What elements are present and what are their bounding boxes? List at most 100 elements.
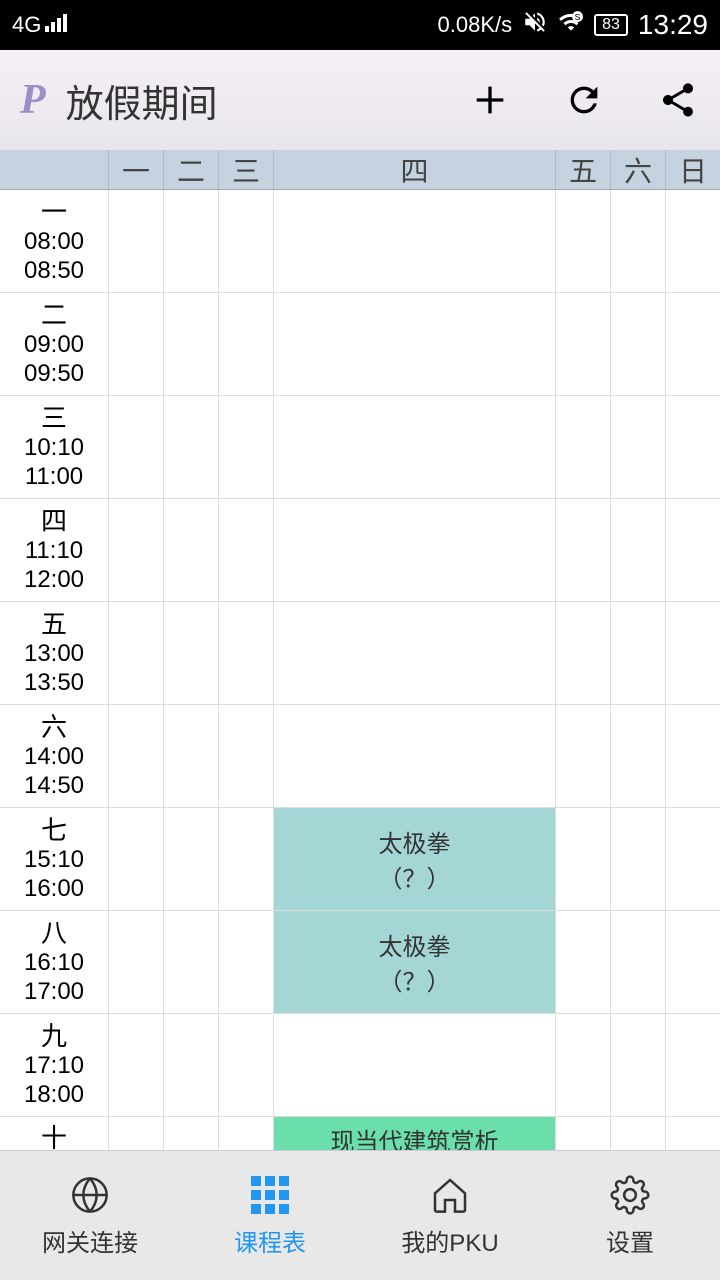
nav-mypku[interactable]: 我的PKU — [360, 1151, 540, 1280]
schedule-cell[interactable] — [555, 1014, 610, 1116]
schedule-cell[interactable] — [555, 499, 610, 601]
day-header-wed: 三 — [218, 150, 273, 189]
schedule-grid[interactable]: 一08:0008:50二09:0009:50三10:1011:00四11:101… — [0, 190, 720, 1150]
share-button[interactable] — [656, 78, 700, 122]
schedule-cell[interactable] — [108, 190, 163, 292]
schedule-cell[interactable] — [665, 602, 720, 704]
schedule-cell[interactable] — [163, 911, 218, 1013]
schedule-cell[interactable] — [163, 602, 218, 704]
schedule-cell[interactable] — [555, 911, 610, 1013]
schedule-cell[interactable] — [610, 1117, 665, 1150]
period-row: 四11:1012:00 — [0, 499, 720, 602]
status-bar: 4G 0.08K/s S 83 13:29 — [0, 0, 720, 50]
schedule-cell[interactable] — [610, 499, 665, 601]
schedule-cell[interactable] — [610, 190, 665, 292]
schedule-cell[interactable] — [108, 602, 163, 704]
nav-gateway[interactable]: 网关连接 — [0, 1151, 180, 1280]
schedule-cell[interactable] — [163, 705, 218, 807]
schedule-cell[interactable] — [218, 1117, 273, 1150]
course-cell[interactable]: 现当代建筑赏析 — [273, 1117, 555, 1150]
period-row: 七15:1016:00太极拳（？） — [0, 808, 720, 911]
schedule-cell[interactable] — [555, 602, 610, 704]
schedule-cell[interactable] — [610, 293, 665, 395]
schedule-cell[interactable] — [218, 602, 273, 704]
wifi-icon: S — [558, 9, 584, 41]
schedule-cell[interactable] — [610, 396, 665, 498]
schedule-cell[interactable] — [163, 190, 218, 292]
refresh-button[interactable] — [562, 78, 606, 122]
schedule-cell[interactable] — [218, 1014, 273, 1116]
schedule-cell[interactable] — [665, 1014, 720, 1116]
schedule-cell[interactable] — [163, 1014, 218, 1116]
schedule-cell[interactable] — [218, 911, 273, 1013]
schedule-cell[interactable] — [273, 602, 555, 704]
schedule-cell[interactable] — [555, 705, 610, 807]
schedule-cell[interactable] — [108, 396, 163, 498]
schedule-cell[interactable] — [273, 1014, 555, 1116]
time-label: 一08:0008:50 — [0, 190, 108, 292]
add-button[interactable] — [468, 78, 512, 122]
schedule-cell[interactable] — [555, 808, 610, 910]
app-header: P 放假期间 — [0, 50, 720, 150]
schedule-cell[interactable] — [610, 808, 665, 910]
schedule-cell[interactable] — [163, 293, 218, 395]
schedule-cell[interactable] — [665, 396, 720, 498]
schedule-cell[interactable] — [665, 190, 720, 292]
schedule-cell[interactable] — [555, 396, 610, 498]
schedule-cell[interactable] — [610, 602, 665, 704]
schedule-cell[interactable] — [665, 1117, 720, 1150]
schedule-cell[interactable] — [108, 499, 163, 601]
schedule-cell[interactable] — [218, 705, 273, 807]
time-label: 六14:0014:50 — [0, 705, 108, 807]
schedule-cell[interactable] — [108, 293, 163, 395]
day-header-thu: 四 — [273, 150, 555, 189]
app-logo: P — [20, 76, 46, 124]
globe-icon — [68, 1173, 112, 1217]
schedule-cell[interactable] — [273, 190, 555, 292]
schedule-cell[interactable] — [218, 396, 273, 498]
schedule-cell[interactable] — [273, 396, 555, 498]
time-label: 十 — [0, 1117, 108, 1150]
course-cell[interactable]: 太极拳（？） — [273, 808, 555, 910]
schedule-cell[interactable] — [218, 808, 273, 910]
period-row: 六14:0014:50 — [0, 705, 720, 808]
schedule-cell[interactable] — [218, 499, 273, 601]
schedule-cell[interactable] — [218, 293, 273, 395]
schedule-cell[interactable] — [665, 911, 720, 1013]
nav-settings[interactable]: 设置 — [540, 1151, 720, 1280]
schedule-cell[interactable] — [273, 705, 555, 807]
schedule-cell[interactable] — [163, 808, 218, 910]
schedule-cell[interactable] — [163, 396, 218, 498]
day-header-mon: 一 — [108, 150, 163, 189]
schedule-cell[interactable] — [610, 1014, 665, 1116]
schedule-cell[interactable] — [555, 190, 610, 292]
time-label: 九17:1018:00 — [0, 1014, 108, 1116]
period-row: 十 现当代建筑赏析 — [0, 1117, 720, 1150]
schedule-cell[interactable] — [665, 499, 720, 601]
schedule-cell[interactable] — [555, 293, 610, 395]
schedule-cell[interactable] — [273, 293, 555, 395]
gear-icon — [608, 1173, 652, 1217]
schedule-cell[interactable] — [665, 705, 720, 807]
schedule-cell[interactable] — [108, 911, 163, 1013]
schedule-cell[interactable] — [108, 1117, 163, 1150]
schedule-cell[interactable] — [610, 911, 665, 1013]
day-header-sun: 日 — [665, 150, 720, 189]
nav-schedule[interactable]: 课程表 — [180, 1151, 360, 1280]
grid-icon — [248, 1173, 292, 1217]
schedule-cell[interactable] — [108, 705, 163, 807]
schedule-cell[interactable] — [665, 293, 720, 395]
schedule-cell[interactable] — [163, 1117, 218, 1150]
schedule-cell[interactable] — [273, 499, 555, 601]
period-row: 九17:1018:00 — [0, 1014, 720, 1117]
time-label: 四11:1012:00 — [0, 499, 108, 601]
course-cell[interactable]: 太极拳（？） — [273, 911, 555, 1013]
time-label: 13:29 — [638, 9, 708, 41]
schedule-cell[interactable] — [555, 1117, 610, 1150]
schedule-cell[interactable] — [163, 499, 218, 601]
schedule-cell[interactable] — [218, 190, 273, 292]
schedule-cell[interactable] — [108, 1014, 163, 1116]
schedule-cell[interactable] — [610, 705, 665, 807]
schedule-cell[interactable] — [665, 808, 720, 910]
schedule-cell[interactable] — [108, 808, 163, 910]
